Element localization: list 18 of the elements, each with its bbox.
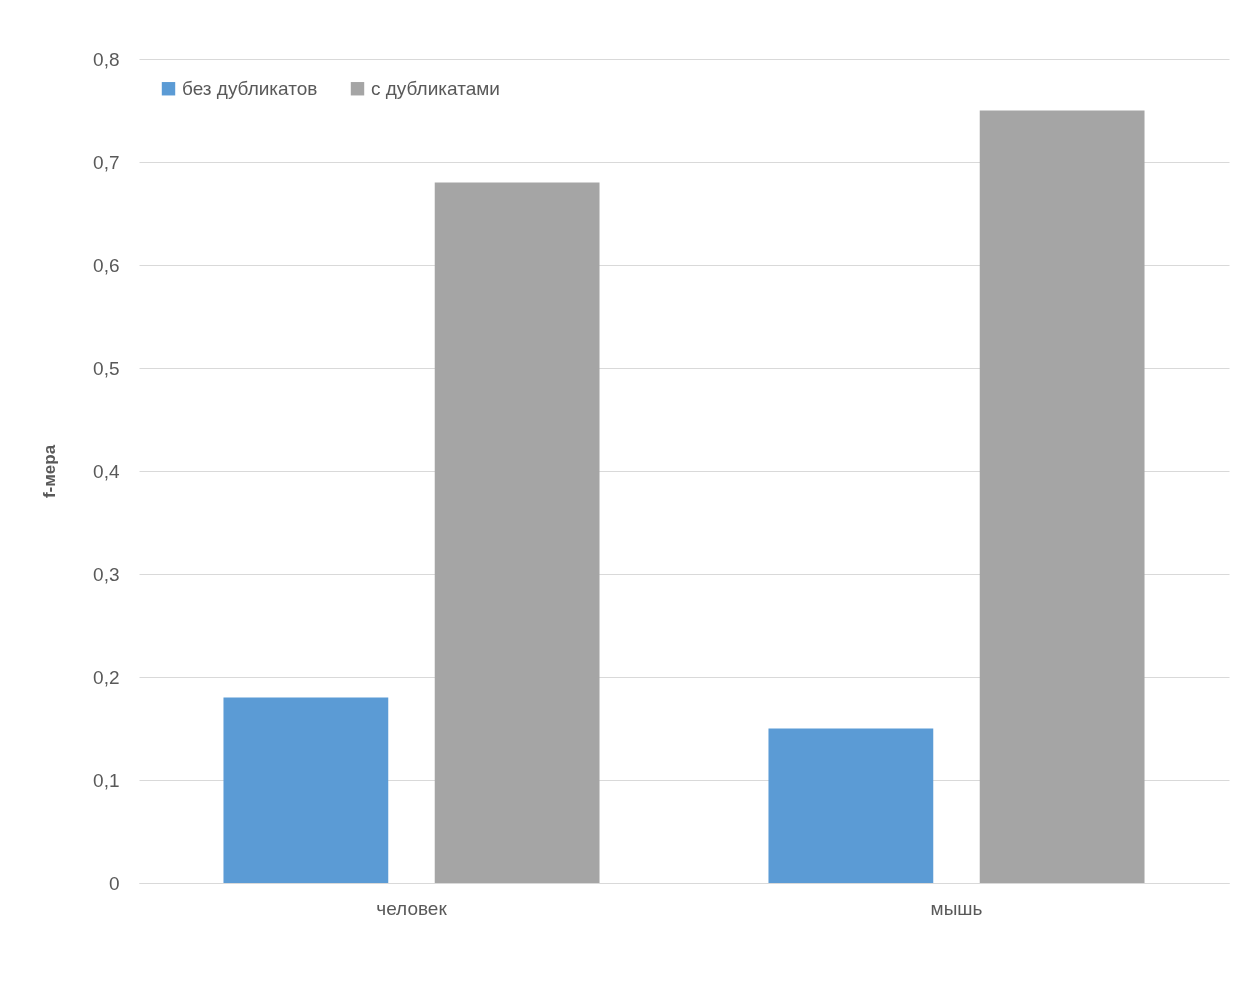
legend-label: с дубликатами [371,77,500,99]
y-tick-label: 0,6 [93,254,120,276]
y-tick-label: 0,2 [93,666,120,688]
y-tick-label: 0,4 [93,460,120,482]
y-tick-label: 0,7 [93,151,120,173]
bar [768,728,934,883]
bar [434,182,600,883]
x-tick-label: мышь [930,897,983,919]
y-tick-label: 0 [108,872,120,894]
bar [223,697,389,883]
y-tick-label: 0,5 [93,357,120,379]
legend-label: без дубликатов [182,77,318,99]
bar [979,110,1145,883]
y-tick-label: 0,1 [93,769,120,791]
y-tick-label: 0,8 [93,48,120,70]
x-tick-label: человек [376,897,448,919]
y-axis-title: f-мера [40,444,60,499]
y-tick-label: 0,3 [93,563,120,585]
